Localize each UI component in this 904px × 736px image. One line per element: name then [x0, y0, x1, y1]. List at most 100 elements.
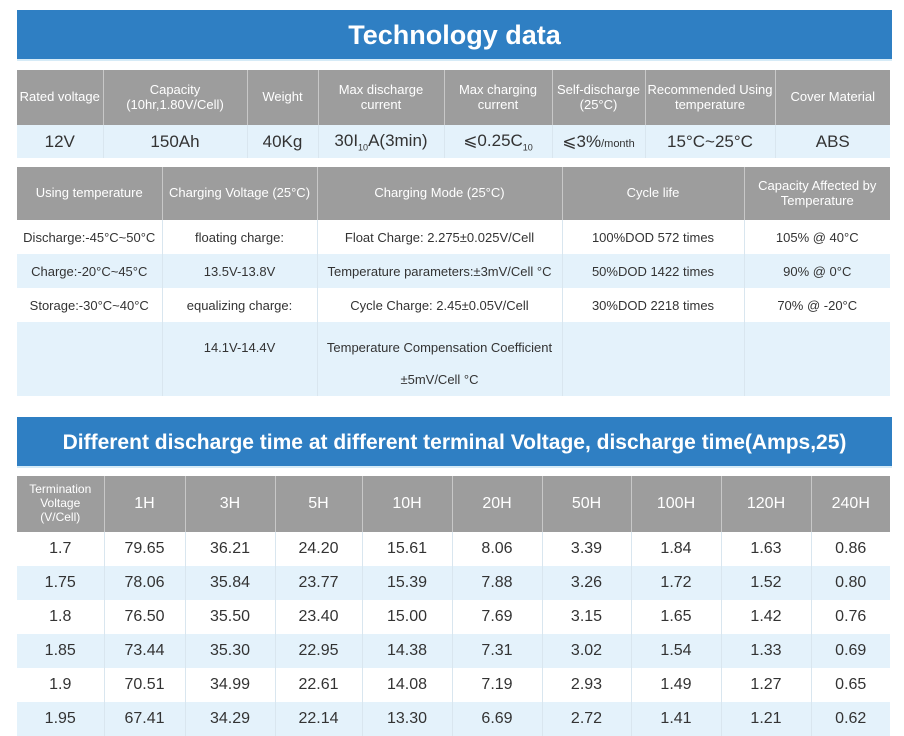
table-cell: 1.9 — [17, 668, 105, 702]
table-cell: Cycle Charge: 2.45±0.05V/Cell — [317, 288, 563, 322]
table-cell: 2.93 — [542, 668, 632, 702]
table-row: 1.8 76.50 35.50 23.40 15.00 7.69 3.15 1.65 1.42 0… — [17, 600, 890, 634]
max-charging-sub: 10 — [522, 142, 533, 153]
charging-header-cell: Cycle life — [562, 167, 745, 220]
table-row: Charge:-20°C~45°C 13.5V-13.8V Temperature … — [17, 254, 890, 288]
discharge-header-cell: Termination Voltage (V/Cell) — [17, 476, 105, 532]
table-cell: 76.50 — [104, 600, 186, 634]
max-discharge-current: 30I10A(3min) — [318, 125, 445, 158]
table-cell: 22.61 — [275, 668, 363, 702]
charging-table: Using temperature Charging Voltage (25°C)… — [17, 167, 890, 396]
table-cell: 1.33 — [721, 634, 812, 668]
charging-header-cell: Using temperature — [17, 167, 163, 220]
discharge-header-cell: 3H — [185, 476, 276, 532]
self-discharge: ⩽3%/month — [552, 125, 646, 158]
spec-header-cell: Capacity (10hr,1.80V/Cell) — [103, 70, 248, 125]
table-cell: 67.41 — [104, 702, 186, 736]
max-discharge-value: 30I — [334, 130, 359, 150]
table-cell: 70% @ -20°C — [777, 297, 858, 313]
table-cell: 1.8 — [17, 600, 105, 634]
recommended-temperature: 15°C~25°C — [645, 125, 776, 158]
max-charging-current: ⩽0.25C10 — [444, 125, 553, 158]
table-cell: floating charge: — [162, 220, 318, 254]
table-cell: 1.27 — [721, 668, 812, 702]
discharge-header-cell: 120H — [721, 476, 812, 532]
table-cell — [744, 322, 890, 396]
table-cell: Discharge:-45°C~50°C — [17, 220, 163, 254]
table-cell: 1.63 — [721, 532, 812, 566]
spec-header-cell: Cover Material — [775, 70, 890, 125]
table-cell: 8.06 — [452, 532, 543, 566]
table-cell: Charge:-20°C~45°C — [17, 254, 163, 288]
discharge-header-cell: 50H — [542, 476, 632, 532]
discharge-header-cell: 10H — [362, 476, 453, 532]
table-cell: 35.30 — [185, 634, 276, 668]
table-cell: 1.42 — [721, 600, 812, 634]
rated-voltage: 12V — [17, 125, 104, 158]
table-cell: 34.99 — [185, 668, 276, 702]
spec-header-cell: Rated voltage — [17, 70, 104, 125]
table-cell: 105% @ 40°C — [775, 229, 859, 245]
table-cell: 15.00 — [362, 600, 453, 634]
table-cell: Storage:-30°C~40°C — [17, 288, 163, 322]
table-cell: 78.06 — [104, 566, 186, 600]
table-cell: 0.69 — [811, 634, 890, 668]
table-cell: equalizing charge: — [162, 288, 318, 322]
discharge-header-cell: 1H — [104, 476, 186, 532]
table-cell: 1.72 — [631, 566, 722, 600]
table-row: 1.7 79.65 36.21 24.20 15.61 8.06 3.39 1.84 1.63 0… — [17, 532, 890, 566]
table-cell: 70.51 — [104, 668, 186, 702]
spec-value-row: 12V 150Ah 40Kg 30I10A(3min) ⩽0.25C10 ⩽3%… — [17, 125, 890, 158]
weight: 40Kg — [247, 125, 319, 158]
discharge-header-cell: 240H — [811, 476, 890, 532]
cover-material: ABS — [775, 125, 890, 158]
table-cell: 79.65 — [104, 532, 186, 566]
discharge-header-cell: 100H — [631, 476, 722, 532]
table-cell: 1.85 — [17, 634, 105, 668]
table-row: 1.75 78.06 35.84 23.77 15.39 7.88 3.26 1.72 1.52… — [17, 566, 890, 600]
table-row: 1.85 73.44 35.30 22.95 14.38 7.31 3.02 1.54 1.33… — [17, 634, 890, 668]
table-cell — [562, 322, 745, 396]
table-cell: 30%DOD 2218 times — [562, 288, 745, 322]
table-cell: 1.21 — [721, 702, 812, 736]
spec-header-row: Rated voltage Capacity (10hr,1.80V/Cell) W… — [17, 70, 890, 125]
discharge-table: Termination Voltage (V/Cell) 1H 3H 5H 10H 20H… — [17, 476, 890, 736]
table-cell: 1.49 — [631, 668, 722, 702]
table-cell: 35.84 — [185, 566, 276, 600]
table-cell: Temperature Compensation Coefficient ±5m… — [317, 322, 563, 396]
table-cell: 3.39 — [542, 532, 632, 566]
table-cell: 1.41 — [631, 702, 722, 736]
table-cell: 14.1V-14.4V — [162, 322, 318, 396]
table-cell: 0.62 — [811, 702, 890, 736]
table-cell: 7.69 — [452, 600, 543, 634]
table-cell: 2.72 — [542, 702, 632, 736]
discharge-header-row: Termination Voltage (V/Cell) 1H 3H 5H 10H 20H… — [17, 476, 890, 532]
table-cell: 14.08 — [362, 668, 453, 702]
table-row: 1.9 70.51 34.99 22.61 14.08 7.19 2.93 1.49 1.27 0… — [17, 668, 890, 702]
table-row: Storage:-30°C~40°C equalizing charge: Cycl… — [17, 288, 890, 322]
table-cell: 36.21 — [185, 532, 276, 566]
table-cell: 1.52 — [721, 566, 812, 600]
table-cell: 1.75 — [17, 566, 105, 600]
spec-header-cell: Self-discharge (25°C) — [552, 70, 646, 125]
table-cell: 3.26 — [542, 566, 632, 600]
table-cell: 15.61 — [362, 532, 453, 566]
table-cell: 24.20 — [275, 532, 363, 566]
table-cell: 6.69 — [452, 702, 543, 736]
table-cell: 7.31 — [452, 634, 543, 668]
table-cell: Float Charge: 2.275±0.025V/Cell — [317, 220, 563, 254]
table-cell: 14.38 — [362, 634, 453, 668]
table-row: 14.1V-14.4V Temperature Compensation Coef… — [17, 322, 890, 396]
table-cell: Temperature parameters:±3mV/Cell °C — [317, 254, 563, 288]
charging-header-cell: Charging Voltage (25°C) — [162, 167, 318, 220]
table-cell: 100%DOD 572 times — [562, 220, 745, 254]
charging-header-cell: Charging Mode (25°C) — [317, 167, 563, 220]
table-cell: 50%DOD 1422 times — [562, 254, 745, 288]
table-cell: 13.30 — [362, 702, 453, 736]
table-row: 1.95 67.41 34.29 22.14 13.30 6.69 2.72 1.41 1.21… — [17, 702, 890, 736]
discharge-title: Different discharge time at different te… — [17, 417, 892, 468]
max-discharge-suffix: A(3min) — [368, 130, 428, 150]
table-cell: 23.77 — [275, 566, 363, 600]
table-cell: 7.19 — [452, 668, 543, 702]
table-cell: 7.88 — [452, 566, 543, 600]
